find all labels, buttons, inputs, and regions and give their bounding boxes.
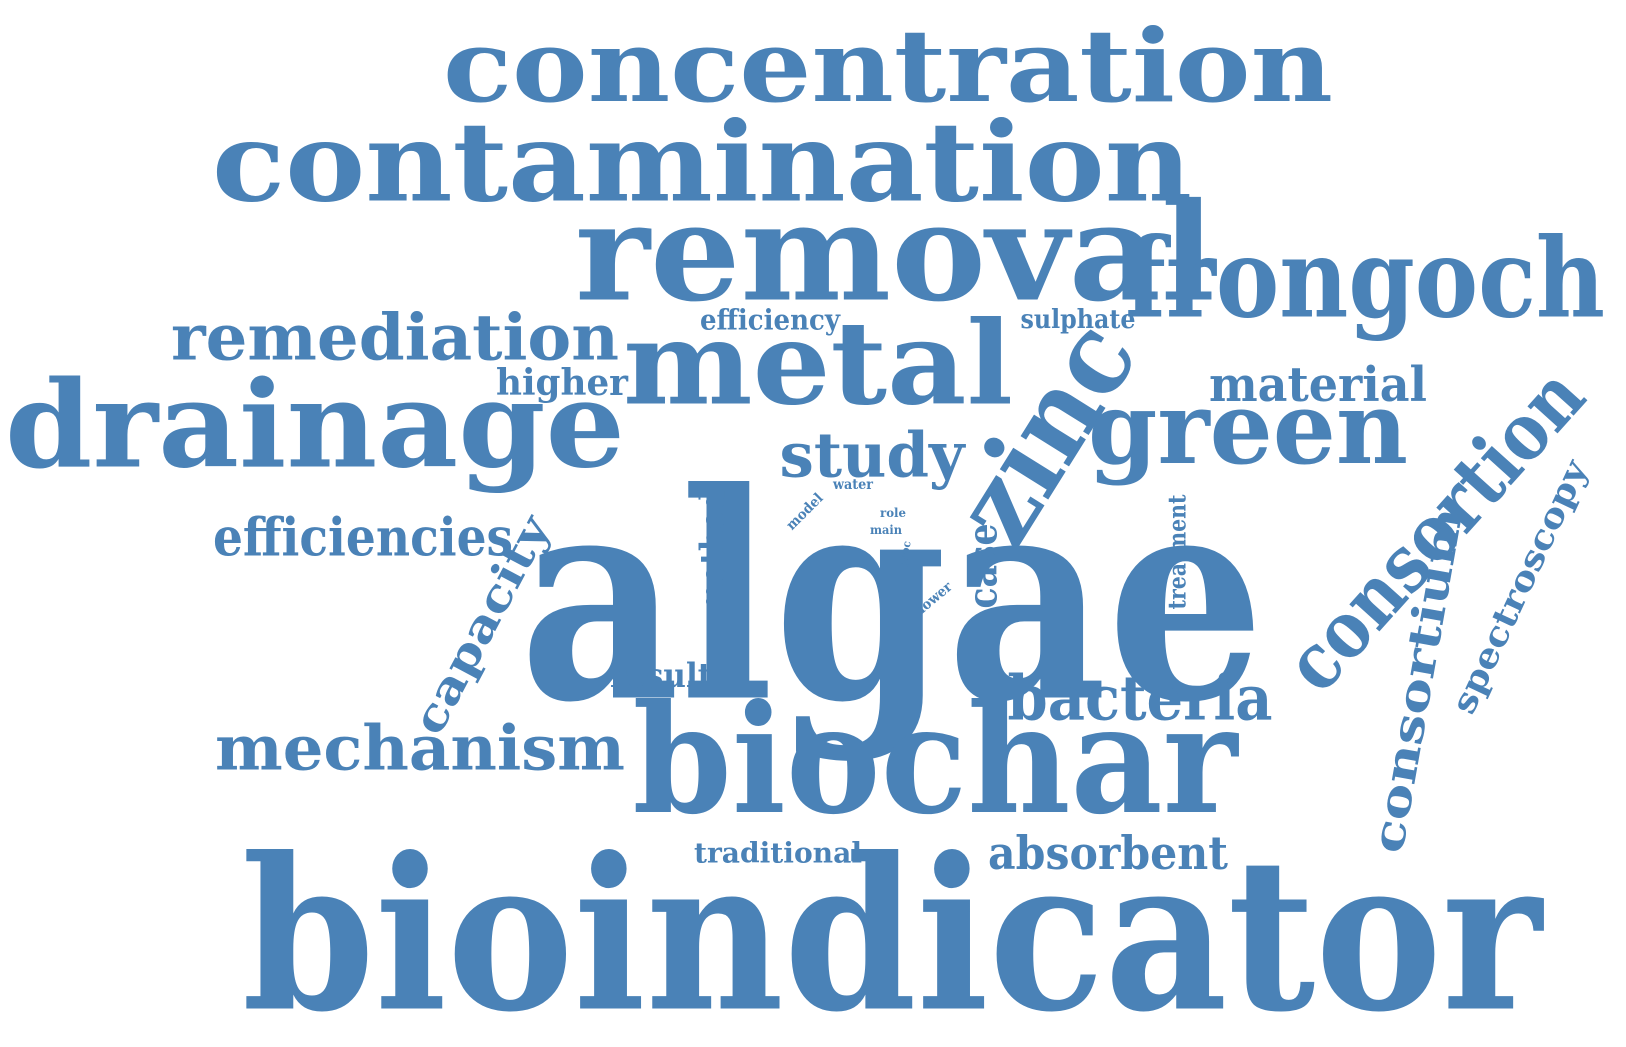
word-bacteria: bacteria: [1008, 662, 1273, 735]
word-algae: algae: [520, 431, 1265, 766]
word-main: main: [870, 523, 902, 537]
word-remediation: remediation: [171, 301, 619, 376]
word-sulphate: sulphate: [1021, 305, 1136, 335]
word-study: study: [780, 419, 967, 492]
word-higher: higher: [496, 362, 629, 404]
word-water: water: [832, 477, 873, 493]
word-material: material: [1209, 357, 1427, 413]
word-case: case: [960, 524, 1007, 609]
word-green: green: [1088, 369, 1408, 487]
word-mechanism: mechanism: [215, 712, 625, 785]
word-concentration: concentration: [443, 7, 1333, 125]
word-bioindicator: bioindicator: [242, 812, 1544, 1047]
word-removal: removal: [575, 173, 1215, 332]
word-treatment: treatment: [1163, 495, 1192, 610]
word-proc: proc: [896, 540, 913, 568]
word-efficiencies: efficiencies: [213, 508, 513, 569]
word-drainage: drainage: [5, 355, 625, 496]
word-result: result: [610, 656, 712, 696]
word-frongoch: frongoch: [1125, 214, 1605, 343]
word-biochar: biochar: [633, 672, 1240, 848]
word-method: method: [693, 490, 733, 615]
word-traditional: traditional: [694, 837, 862, 870]
word-absorbent: absorbent: [988, 826, 1229, 880]
word-contamination: contamination: [212, 98, 1192, 227]
word-efficiency: efficiency: [700, 304, 841, 337]
word-role: role: [880, 506, 906, 520]
word-metal: metal: [623, 297, 1013, 432]
